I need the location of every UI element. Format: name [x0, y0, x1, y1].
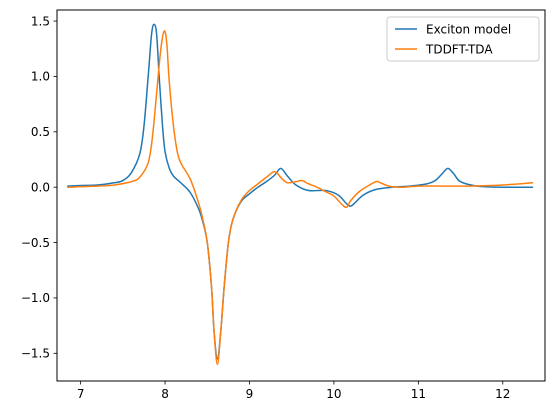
- x-axis: 7 8 9 10 11 12: [77, 381, 510, 401]
- y-tick-label: −1.0: [21, 291, 50, 305]
- legend: Exciton model TDDFT-TDA: [386, 16, 540, 62]
- x-tick-label: 9: [246, 387, 254, 401]
- y-tick-label: −1.5: [21, 347, 50, 361]
- legend-label: Exciton model: [426, 22, 511, 36]
- y-tick-label: 0.5: [31, 125, 50, 139]
- legend-box: [386, 16, 540, 62]
- y-tick-label: 1.5: [31, 14, 50, 28]
- x-tick-label: 12: [495, 387, 510, 401]
- x-tick-label: 7: [77, 387, 85, 401]
- series-layer: [67, 23, 534, 366]
- series-line-tddft-tda: [67, 30, 534, 366]
- y-tick-label: 1.0: [31, 70, 50, 84]
- x-tick-label: 8: [161, 387, 169, 401]
- x-tick-label: 10: [326, 387, 341, 401]
- x-tick-label: 11: [411, 387, 426, 401]
- y-tick-label: −0.5: [21, 236, 50, 250]
- plot-area-frame: [56, 9, 546, 382]
- legend-label: TDDFT-TDA: [425, 42, 493, 56]
- y-tick-label: 0.0: [31, 180, 50, 194]
- y-axis: 1.5 1.0 0.5 0.0 −0.5 −1.0 −1.5: [21, 14, 57, 361]
